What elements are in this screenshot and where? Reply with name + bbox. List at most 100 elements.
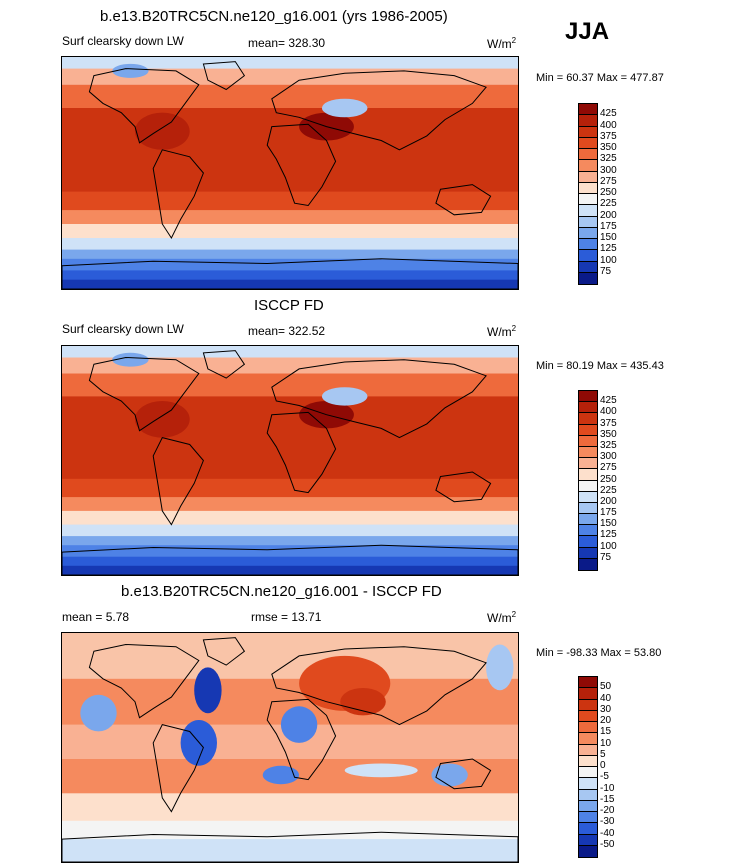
colorbar-swatch bbox=[579, 677, 597, 689]
colorbar-tick-label: 75 bbox=[600, 265, 612, 277]
colorbar-tick-label: -20 bbox=[600, 805, 615, 816]
colorbar-tick-label: 250 bbox=[600, 187, 617, 198]
field-region bbox=[134, 401, 190, 438]
anomaly-region bbox=[280, 706, 318, 743]
colorbar-swatch bbox=[579, 812, 597, 824]
colorbar-tick-label: 175 bbox=[600, 507, 617, 519]
colorbar-swatch bbox=[579, 272, 597, 284]
colorbar-tick-label: -50 bbox=[600, 838, 615, 850]
colorbar-tick-label: 350 bbox=[600, 142, 617, 153]
colorbar-swatch bbox=[579, 733, 597, 745]
field-band bbox=[62, 57, 518, 70]
field-band bbox=[62, 238, 518, 251]
continent-outline bbox=[271, 70, 487, 151]
colorbar-swatch bbox=[579, 755, 597, 767]
panel-3-map bbox=[61, 632, 519, 863]
panel-2-minmax-label: Min = 80.19 Max = 435.43 bbox=[536, 360, 664, 372]
panel-2-title: ISCCP FD bbox=[254, 297, 324, 314]
field-band bbox=[62, 191, 518, 211]
anomaly-region bbox=[344, 763, 418, 778]
colorbar-swatch bbox=[579, 491, 597, 503]
continent-outline bbox=[88, 643, 200, 719]
colorbar-tick-label: 200 bbox=[600, 495, 617, 507]
colorbar-swatch bbox=[579, 115, 597, 127]
colorbar-swatch bbox=[579, 216, 597, 228]
continent-outline bbox=[152, 724, 204, 813]
continent-outline bbox=[152, 437, 204, 526]
colorbar-swatch bbox=[579, 402, 597, 414]
field-region bbox=[321, 387, 368, 406]
field-region bbox=[321, 98, 368, 118]
colorbar-tick-label: -10 bbox=[600, 782, 615, 794]
field-band bbox=[62, 249, 518, 260]
field-band bbox=[62, 279, 518, 289]
colorbar-tick-label: 75 bbox=[600, 551, 612, 563]
map-field bbox=[62, 633, 518, 862]
continent-outline bbox=[62, 831, 518, 862]
continent-outline bbox=[202, 61, 246, 91]
continent-outline bbox=[152, 149, 204, 240]
colorbar-swatch bbox=[579, 469, 597, 481]
colorbar-swatch bbox=[579, 536, 597, 548]
map-field bbox=[62, 57, 518, 289]
colorbar-tick-label: 225 bbox=[600, 484, 617, 496]
panel-2-colorbar bbox=[578, 390, 598, 571]
panel-2-map bbox=[61, 345, 519, 576]
colorbar-swatch bbox=[579, 480, 597, 492]
field-band bbox=[62, 565, 518, 575]
continent-outline bbox=[62, 544, 518, 575]
field-band bbox=[62, 633, 518, 680]
colorbar-tick-label: 400 bbox=[600, 406, 617, 418]
panel-3-units-label: W/m2 bbox=[487, 610, 517, 625]
continent-outline bbox=[202, 350, 246, 379]
field-band bbox=[62, 524, 518, 537]
colorbar-tick-label: -5 bbox=[600, 771, 609, 783]
anomaly-region bbox=[194, 667, 222, 714]
colorbar-swatch bbox=[579, 227, 597, 239]
continent-outline bbox=[88, 68, 200, 144]
colorbar-swatch bbox=[579, 525, 597, 537]
colorbar-tick-label: 375 bbox=[600, 417, 617, 429]
field-band bbox=[62, 497, 518, 512]
continent-outline bbox=[88, 356, 200, 432]
colorbar-swatch bbox=[579, 413, 597, 425]
anomaly-region bbox=[80, 694, 117, 732]
field-band bbox=[62, 396, 518, 480]
colorbar-tick-label: 300 bbox=[600, 164, 617, 176]
colorbar-tick-label: 150 bbox=[600, 518, 617, 530]
colorbar-tick-label: 275 bbox=[600, 175, 617, 187]
field-band bbox=[62, 210, 518, 225]
colorbar-tick-label: 150 bbox=[600, 232, 617, 243]
continent-outline bbox=[202, 637, 246, 666]
panel-3-title: b.e13.B20TRC5CN.ne120_g16.001 - ISCCP FD bbox=[121, 583, 442, 600]
field-band bbox=[62, 820, 518, 840]
colorbar-tick-label: 30 bbox=[600, 703, 612, 715]
colorbar-swatch bbox=[579, 744, 597, 756]
colorbar-tick-label: 15 bbox=[600, 726, 612, 738]
colorbar-tick-label: -15 bbox=[600, 793, 615, 805]
colorbar-swatch bbox=[579, 435, 597, 447]
continent-outline bbox=[62, 258, 518, 289]
field-band bbox=[62, 270, 518, 281]
panel-1-colorbar bbox=[578, 103, 598, 285]
field-band bbox=[62, 536, 518, 546]
colorbar-swatch bbox=[579, 514, 597, 526]
colorbar-tick-label: 350 bbox=[600, 428, 617, 440]
field-band bbox=[62, 357, 518, 374]
panel-1-variable-label: Surf clearsky down LW bbox=[62, 34, 184, 48]
anomaly-region bbox=[486, 644, 514, 691]
field-band bbox=[62, 108, 518, 192]
field-band bbox=[62, 556, 518, 567]
colorbar-tick-label: 250 bbox=[600, 473, 617, 485]
colorbar-tick-label: 175 bbox=[600, 220, 617, 232]
colorbar-tick-label: 275 bbox=[600, 462, 617, 474]
panel-1-title: b.e13.B20TRC5CN.ne120_g16.001 (yrs 1986-… bbox=[100, 8, 448, 25]
field-band bbox=[62, 793, 518, 822]
colorbar-swatch bbox=[579, 558, 597, 570]
continent-outline bbox=[435, 471, 492, 503]
colorbar-tick-label: 425 bbox=[600, 395, 617, 407]
colorbar-tick-label: 5 bbox=[600, 748, 606, 760]
season-label: JJA bbox=[565, 18, 610, 45]
continent-outline bbox=[266, 123, 337, 207]
colorbar-tick-label: 50 bbox=[600, 681, 612, 693]
